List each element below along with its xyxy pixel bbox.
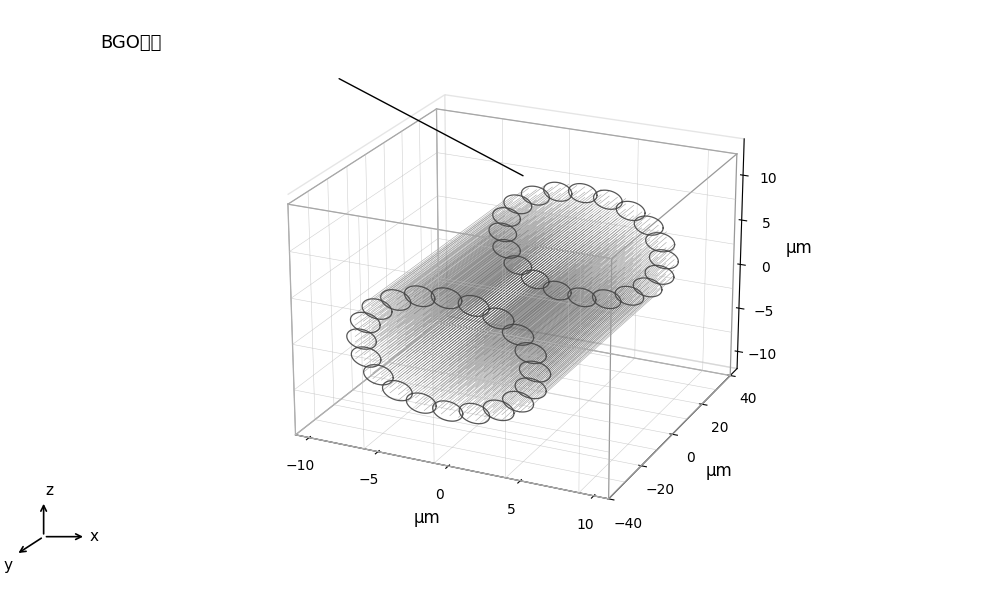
Text: BGO晶体: BGO晶体 <box>100 34 161 52</box>
Y-axis label: μm: μm <box>705 461 732 479</box>
Text: y: y <box>4 558 13 573</box>
Text: x: x <box>89 529 98 544</box>
Text: z: z <box>45 483 53 497</box>
X-axis label: μm: μm <box>414 509 441 527</box>
